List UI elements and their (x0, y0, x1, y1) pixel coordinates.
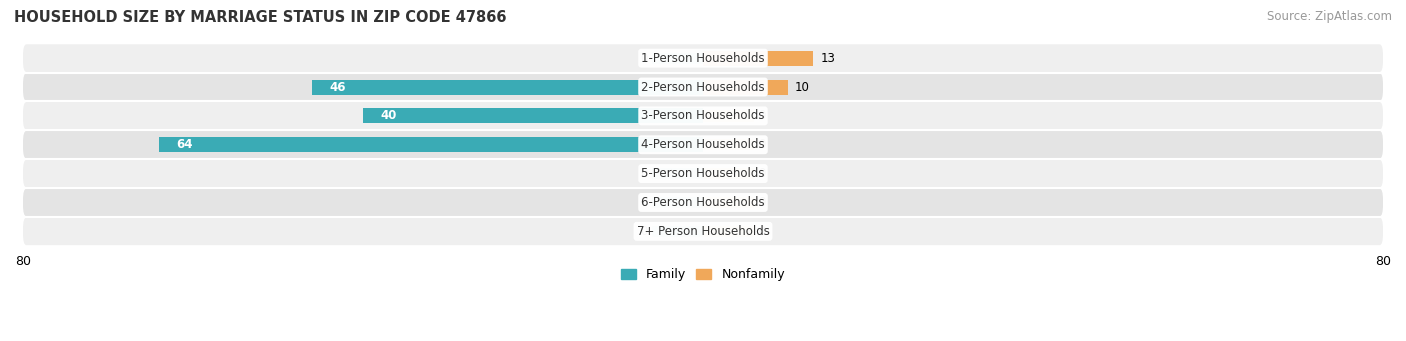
Bar (703, 79, 787, 94)
Text: 1-Person Households: 1-Person Households (641, 51, 765, 65)
Bar (652, 110, 703, 121)
Text: 0: 0 (640, 51, 648, 65)
Bar (652, 226, 703, 237)
Text: 64: 64 (176, 138, 193, 151)
Text: 6-Person Households: 6-Person Households (641, 196, 765, 209)
Bar (703, 139, 754, 150)
Bar (652, 139, 703, 150)
Text: Source: ZipAtlas.com: Source: ZipAtlas.com (1267, 10, 1392, 23)
Text: 0: 0 (640, 196, 648, 209)
Text: 40: 40 (380, 109, 396, 122)
Bar (652, 81, 703, 93)
Text: 7+ Person Households: 7+ Person Households (637, 225, 769, 238)
Bar (652, 197, 703, 208)
Text: 10: 10 (794, 80, 810, 93)
Text: 0: 0 (758, 225, 766, 238)
Bar (703, 81, 754, 93)
Text: 0: 0 (758, 196, 766, 209)
Text: 2-Person Households: 2-Person Households (641, 80, 765, 93)
Text: 13: 13 (820, 51, 835, 65)
FancyBboxPatch shape (22, 131, 1384, 159)
Bar (312, 79, 703, 94)
FancyBboxPatch shape (22, 218, 1384, 245)
Bar (703, 51, 814, 66)
FancyBboxPatch shape (22, 44, 1384, 72)
Text: HOUSEHOLD SIZE BY MARRIAGE STATUS IN ZIP CODE 47866: HOUSEHOLD SIZE BY MARRIAGE STATUS IN ZIP… (14, 10, 506, 25)
Text: 0: 0 (758, 109, 766, 122)
Legend: Family, Nonfamily: Family, Nonfamily (616, 263, 790, 286)
Text: 0: 0 (758, 138, 766, 151)
FancyBboxPatch shape (22, 73, 1384, 101)
FancyBboxPatch shape (22, 189, 1384, 216)
Text: 0: 0 (640, 225, 648, 238)
Text: 0: 0 (758, 167, 766, 180)
FancyBboxPatch shape (22, 160, 1384, 188)
FancyBboxPatch shape (22, 102, 1384, 130)
Text: 5-Person Households: 5-Person Households (641, 167, 765, 180)
Bar (703, 110, 754, 121)
Text: 3-Person Households: 3-Person Households (641, 109, 765, 122)
Bar (652, 53, 703, 64)
Bar (703, 53, 754, 64)
Text: 0: 0 (640, 167, 648, 180)
Bar (363, 108, 703, 123)
Bar (703, 226, 754, 237)
Bar (703, 168, 754, 179)
Bar (703, 197, 754, 208)
Bar (159, 137, 703, 152)
Bar (652, 168, 703, 179)
Text: 4-Person Households: 4-Person Households (641, 138, 765, 151)
Text: 46: 46 (329, 80, 346, 93)
